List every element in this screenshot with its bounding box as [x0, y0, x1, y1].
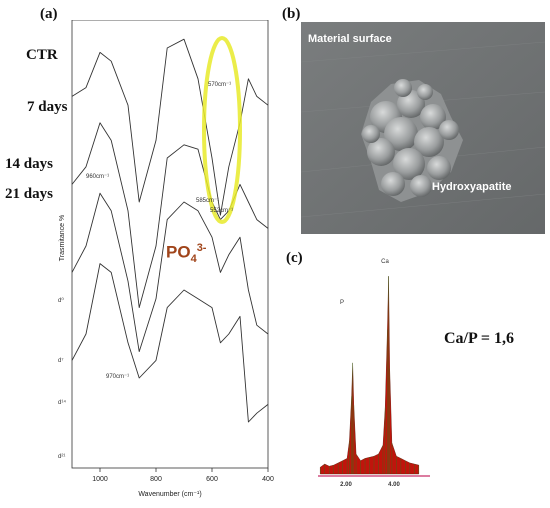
ftir-series-2	[71, 192, 269, 353]
row-label-21-days: 21 days	[5, 186, 53, 202]
sem-label-hydroxyapatite: Hydroxyapatite	[432, 181, 512, 193]
row-label-ctr: CTR	[26, 47, 58, 63]
ftir-xtick-label-3: 400	[262, 476, 274, 483]
sem-image	[301, 22, 545, 234]
annotation-552: 552cm⁻¹	[210, 208, 233, 214]
ftir-series-1	[71, 122, 269, 309]
annotation-970: 970cm⁻¹	[106, 374, 129, 380]
ftir-xtick-label-0: 1000	[92, 476, 108, 483]
ftir-xtick-label-2: 600	[206, 476, 218, 483]
phosphate-base: PO	[166, 242, 191, 262]
curve-tag-d21: d²¹	[58, 454, 65, 460]
eds-chart: P Ca 2.00 4.00	[318, 259, 430, 488]
annotation-585: 585cm⁻¹	[196, 198, 219, 204]
eds-xtick-4: 4.00	[388, 482, 400, 488]
panel-a-letter: (a)	[40, 6, 58, 22]
phosphate-sub: 4	[190, 253, 197, 266]
ca-p-ratio: Ca/P = 1,6	[444, 330, 515, 347]
phosphate-highlight	[202, 36, 242, 224]
ftir-xtick-label-1: 800	[150, 476, 162, 483]
eds-xtick-2: 2.00	[340, 482, 352, 488]
annotation-570: 570cm⁻¹	[208, 82, 231, 88]
eds-spectrum	[320, 276, 419, 475]
sem-drawing	[301, 22, 545, 234]
ftir-series-3	[71, 263, 269, 423]
phosphate-label: PO43-	[166, 242, 206, 265]
eds-spectrum-group	[319, 276, 420, 475]
panel-c-letter: (c)	[286, 250, 303, 266]
ftir-ylabel: Trasmitance %	[59, 215, 66, 261]
ftir-series-0	[71, 38, 269, 216]
ftir-plot-frame	[71, 20, 269, 469]
curve-tag-d14: d¹⁴	[58, 399, 66, 406]
curve-tag-d7: d⁷	[58, 357, 64, 364]
eds-peak-label-ca: Ca	[381, 259, 389, 265]
ftir-series-group	[71, 38, 269, 423]
annotation-960: 960cm⁻¹	[86, 174, 109, 180]
row-label-14-days: 14 days	[5, 156, 53, 172]
ftir-chart: Trasmitance % 1000 800 600 400 Wavenumber (…	[58, 20, 274, 498]
eds-peak-label-p: P	[340, 300, 344, 306]
hydroxyapatite-particle	[361, 79, 463, 202]
phosphate-sup: 3-	[196, 242, 207, 254]
panel-b-letter: (b)	[282, 6, 301, 22]
sem-label-material-surface: Material surface	[308, 33, 392, 45]
curve-tag-d0: d⁰	[58, 297, 64, 304]
ftir-xlabel: Wavenumber (cm⁻¹)	[138, 491, 201, 498]
row-label-7-days: 7 days	[27, 99, 68, 115]
ftir-xticks-group: 1000 800 600 400	[92, 468, 274, 483]
